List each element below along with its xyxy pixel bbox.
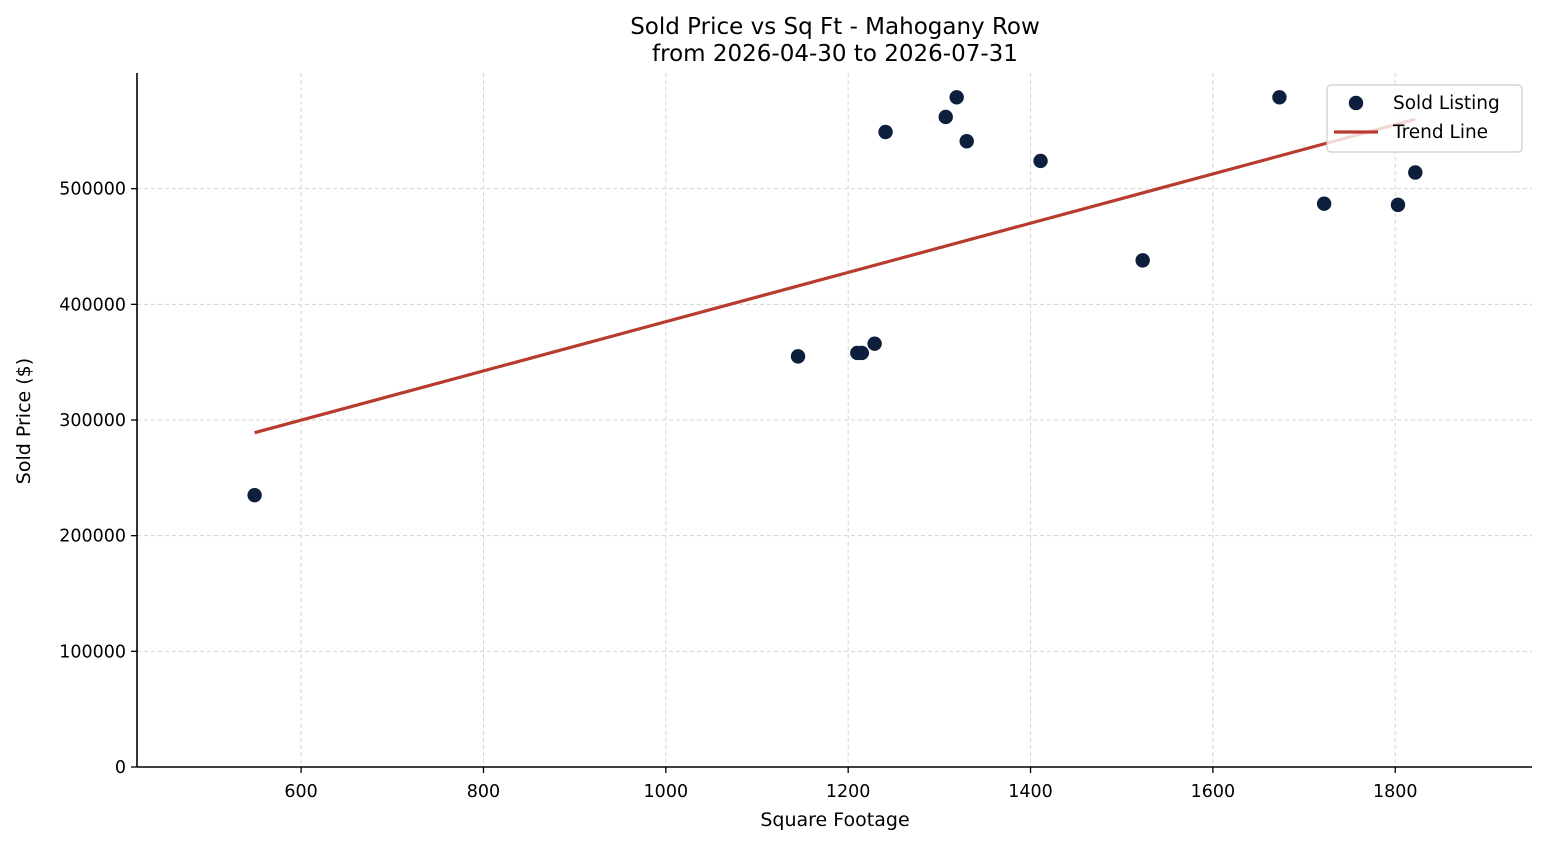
x-tick-label: 1400	[1008, 782, 1053, 802]
x-tick-label: 1800	[1373, 782, 1418, 802]
y-axis-label: Sold Price ($)	[13, 358, 35, 484]
scatter-point	[247, 487, 262, 503]
y-tick-label: 400000	[59, 295, 126, 315]
legend-label: Sold Listing	[1393, 93, 1500, 114]
axes-layer: 600 800 1000 1200 1400 1600 1800 0 100000 200000 3…	[59, 73, 1532, 802]
x-tick-label: 600	[284, 782, 317, 802]
scatter-point	[1408, 165, 1423, 180]
legend-box	[1326, 84, 1523, 153]
scatter-point	[790, 349, 806, 364]
legend-marker-scatter	[1348, 95, 1364, 111]
scatter-point	[1033, 153, 1048, 169]
scatter-point	[1272, 90, 1287, 105]
y-tick-label: 200000	[59, 527, 126, 547]
y-tick-label: 500000	[59, 180, 126, 200]
scatter-point	[949, 90, 964, 105]
legend: Sold Listing Trend Line	[1326, 84, 1523, 153]
scatter-point	[1135, 253, 1150, 268]
series-layer	[247, 90, 1423, 503]
y-tick-label: 300000	[59, 411, 126, 431]
chart-title: Sold Price vs Sq Ft - Mahogany Row	[630, 14, 1040, 40]
x-tick-label: 1600	[1191, 782, 1236, 802]
scatter-point	[867, 336, 882, 351]
trend-line	[254, 117, 1416, 435]
x-tick-label: 800	[467, 782, 500, 802]
y-tick-label: 100000	[59, 642, 126, 662]
x-tick-label: 1200	[826, 782, 871, 802]
scatter-point	[959, 134, 974, 149]
scatter-point	[938, 109, 953, 125]
scatter-point	[854, 345, 870, 361]
y-tick-label: 0	[115, 758, 126, 778]
grid-layer	[137, 73, 1532, 767]
chart-subtitle: from 2026-04-30 to 2026-07-31	[652, 41, 1018, 67]
x-tick-label: 1000	[644, 782, 689, 802]
scatter-point	[878, 124, 893, 140]
scatter-point	[1316, 196, 1332, 211]
scatter-point	[1390, 197, 1406, 213]
legend-label: Trend Line	[1392, 122, 1488, 143]
x-axis-label: Square Footage	[760, 809, 909, 831]
